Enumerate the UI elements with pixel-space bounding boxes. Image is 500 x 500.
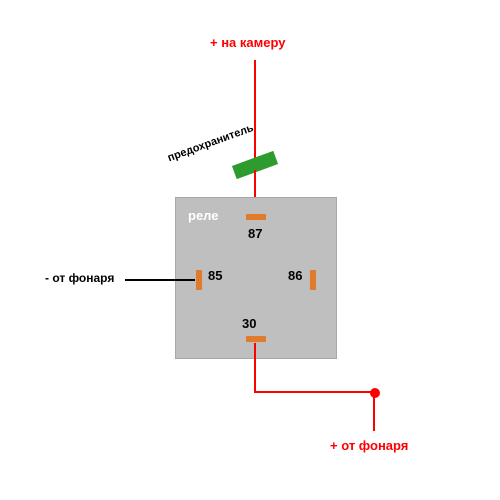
label-fuse: предохранитель [166,122,255,164]
label-from-lamp-minus: - от фонаря [45,271,114,285]
relay-box: реле 87 85 86 30 [175,197,337,359]
diagram-stage: + на камеру предохранитель реле 87 85 86… [0,0,500,500]
wire-to-85 [125,279,195,281]
label-from-lamp-plus: + от фонаря [330,438,408,453]
wire-from-30-v2 [373,391,375,431]
pin-label-86: 86 [288,268,302,283]
pin-label-30: 30 [242,316,256,331]
terminal-85 [196,270,202,290]
pin-label-85: 85 [208,268,222,283]
wire-from-30-v [254,343,256,393]
junction-dot [370,388,380,398]
terminal-30 [246,336,266,342]
label-to-camera: + на камеру [210,35,285,50]
relay-title: реле [188,208,219,223]
pin-label-87: 87 [248,226,262,241]
terminal-86 [310,270,316,290]
terminal-87 [246,214,266,220]
wire-top [254,60,256,160]
wire-from-30-h [254,391,374,393]
